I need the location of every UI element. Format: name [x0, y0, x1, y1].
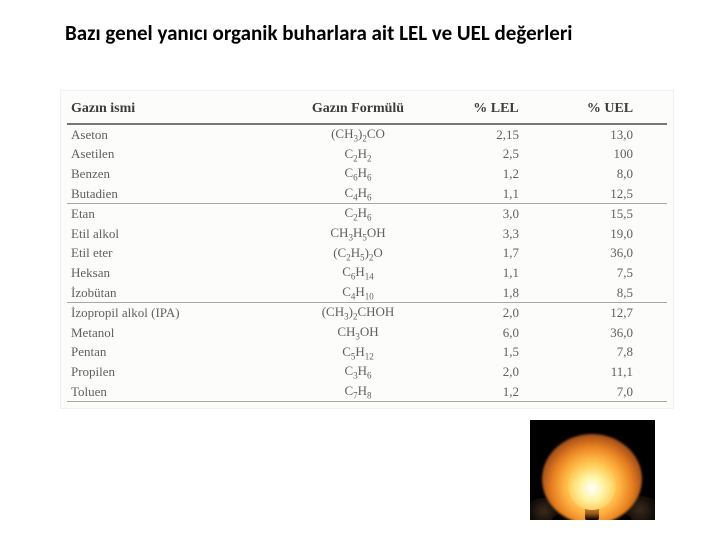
table-row: Etil alkolCH3H5OH3,319,0 [67, 224, 667, 244]
cell-uel: 8,5 [553, 283, 667, 303]
page-title: Bazı genel yanıcı organik buharlara ait … [65, 20, 572, 46]
cell-formula: C6H6 [277, 164, 439, 184]
cell-lel: 1,1 [439, 184, 553, 204]
table-row: AsetilenC2H22,5100 [67, 145, 667, 165]
cell-lel: 3,3 [439, 224, 553, 244]
cell-lel: 1,5 [439, 343, 553, 363]
cell-name: Etan [67, 204, 277, 224]
table-row: ButadienC4H61,112,5 [67, 184, 667, 204]
cell-uel: 36,0 [553, 323, 667, 343]
cell-formula: CH3H5OH [277, 224, 439, 244]
cell-lel: 1,1 [439, 263, 553, 283]
cell-formula: (C2H5)2O [277, 244, 439, 264]
cell-name: Butadien [67, 184, 277, 204]
cell-lel: 2,0 [439, 362, 553, 382]
col-header-formula: Gazın Formülü [277, 95, 439, 124]
cell-formula: C4H10 [277, 283, 439, 303]
table-row: ToluenC7H81,27,0 [67, 382, 667, 402]
table-body: Aseton(CH3)2CO2,1513,0AsetilenC2H22,5100… [67, 124, 667, 402]
cell-uel: 12,5 [553, 184, 667, 204]
cell-name: Propilen [67, 362, 277, 382]
cell-formula: (CH3)2CO [277, 124, 439, 145]
cell-name: Aseton [67, 124, 277, 145]
cell-uel: 19,0 [553, 224, 667, 244]
cell-formula: C6H14 [277, 263, 439, 283]
cell-formula: CH3OH [277, 323, 439, 343]
table-row: HeksanC6H141,17,5 [67, 263, 667, 283]
cell-name: Toluen [67, 382, 277, 402]
cell-lel: 1,2 [439, 164, 553, 184]
cell-uel: 7,8 [553, 343, 667, 363]
cell-lel: 3,0 [439, 204, 553, 224]
table-row: BenzenC6H61,28,0 [67, 164, 667, 184]
cell-name: İzopropil alkol (IPA) [67, 303, 277, 323]
cell-lel: 1,2 [439, 382, 553, 402]
cell-uel: 8,0 [553, 164, 667, 184]
cell-uel: 7,0 [553, 382, 667, 402]
table-row: İzobütanC4H101,88,5 [67, 283, 667, 303]
cell-lel: 6,0 [439, 323, 553, 343]
cell-formula: C2H6 [277, 204, 439, 224]
table-row: EtanC2H63,015,5 [67, 204, 667, 224]
lel-uel-table-container: Gazın ismi Gazın Formülü % LEL % UEL Ase… [60, 90, 674, 409]
cell-name: Heksan [67, 263, 277, 283]
cell-formula: C2H2 [277, 145, 439, 165]
cell-formula: (CH3)2CHOH [277, 303, 439, 323]
lel-uel-table: Gazın ismi Gazın Formülü % LEL % UEL Ase… [67, 95, 667, 402]
table-row: PropilenC3H62,011,1 [67, 362, 667, 382]
col-header-lel: % LEL [439, 95, 553, 124]
cell-uel: 36,0 [553, 244, 667, 264]
cell-name: Asetilen [67, 145, 277, 165]
cell-uel: 13,0 [553, 124, 667, 145]
cell-lel: 2,5 [439, 145, 553, 165]
table-row: Etil eter(C2H5)2O1,736,0 [67, 244, 667, 264]
cell-uel: 7,5 [553, 263, 667, 283]
table-row: PentanC5H121,57,8 [67, 343, 667, 363]
cell-name: Metanol [67, 323, 277, 343]
cell-lel: 1,7 [439, 244, 553, 264]
cell-formula: C4H6 [277, 184, 439, 204]
col-header-uel: % UEL [553, 95, 667, 124]
cell-uel: 15,5 [553, 204, 667, 224]
cell-uel: 12,7 [553, 303, 667, 323]
cell-lel: 2,15 [439, 124, 553, 145]
cell-name: Etil eter [67, 244, 277, 264]
cell-formula: C3H6 [277, 362, 439, 382]
cell-name: Etil alkol [67, 224, 277, 244]
cell-name: Pentan [67, 343, 277, 363]
cell-lel: 1,8 [439, 283, 553, 303]
cell-formula: C5H12 [277, 343, 439, 363]
explosion-image [530, 420, 655, 520]
cell-formula: C7H8 [277, 382, 439, 402]
cell-name: Benzen [67, 164, 277, 184]
table-row: Aseton(CH3)2CO2,1513,0 [67, 124, 667, 145]
cell-uel: 11,1 [553, 362, 667, 382]
col-header-name: Gazın ismi [67, 95, 277, 124]
table-row: MetanolCH3OH6,036,0 [67, 323, 667, 343]
cell-lel: 2,0 [439, 303, 553, 323]
cell-uel: 100 [553, 145, 667, 165]
cell-name: İzobütan [67, 283, 277, 303]
table-row: İzopropil alkol (IPA)(CH3)2CHOH2,012,7 [67, 303, 667, 323]
